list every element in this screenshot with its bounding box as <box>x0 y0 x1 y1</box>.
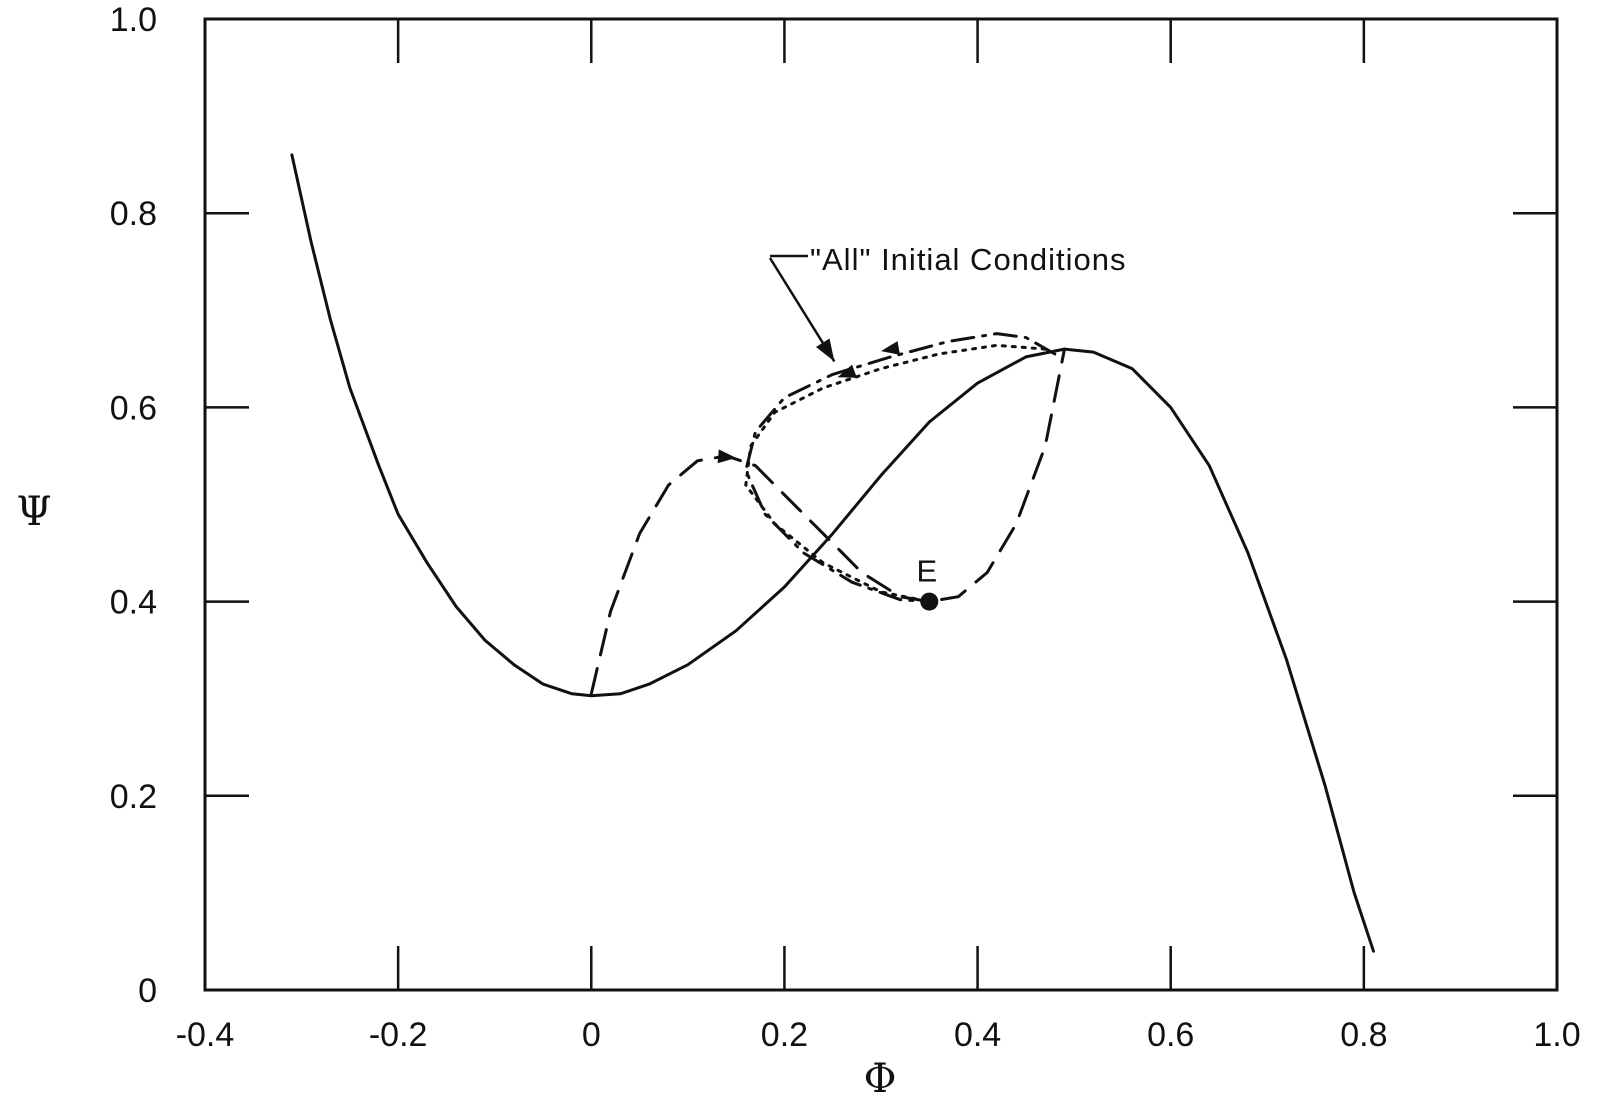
x-tick-label: 0.8 <box>1340 1016 1387 1054</box>
curves <box>290 153 1375 953</box>
annotation-arrowhead <box>815 338 835 362</box>
tick-labels: -0.4 -0.2 0 0.2 0.4 0.6 0.8 1.0 0 0.2 0.4 0.6 0.8 1.0 <box>110 1 1581 1054</box>
flow-arrowhead <box>837 364 857 378</box>
x-tick-label: -0.2 <box>369 1016 428 1054</box>
dotted-curve <box>744 343 1047 604</box>
markers: E "All" Initial Conditions <box>717 242 1127 611</box>
y-tick-label: 0.8 <box>110 195 157 233</box>
flow-arrowhead <box>881 341 900 355</box>
annotation-label: "All" Initial Conditions <box>810 242 1127 277</box>
point-label-E: E <box>916 554 938 589</box>
y-tick-label: 0.6 <box>110 389 157 427</box>
y-tick-label: 1.0 <box>110 1 157 39</box>
y-axis-title: Ψ <box>16 489 51 535</box>
ticks <box>203 17 1559 992</box>
x-tick-label: 0 <box>582 1016 601 1054</box>
x-tick-label: 1.0 <box>1533 1016 1580 1054</box>
equilibrium-point-E <box>920 592 939 611</box>
plot-frame <box>203 17 1559 992</box>
y-tick-label: 0.4 <box>110 584 157 622</box>
solid-curve <box>290 153 1375 953</box>
dashed-curve <box>589 347 1066 696</box>
x-tick-label: 0.6 <box>1147 1016 1194 1054</box>
x-tick-label: 0.2 <box>761 1016 808 1054</box>
dash-dot-curve <box>744 332 1057 604</box>
y-tick-label: 0.2 <box>110 778 157 816</box>
flow-arrowhead <box>717 449 737 464</box>
y-tick-label: 0 <box>138 972 157 1010</box>
x-tick-label: 0.4 <box>954 1016 1001 1054</box>
x-tick-label: -0.4 <box>176 1016 235 1054</box>
x-axis-title: Φ <box>864 1056 897 1102</box>
